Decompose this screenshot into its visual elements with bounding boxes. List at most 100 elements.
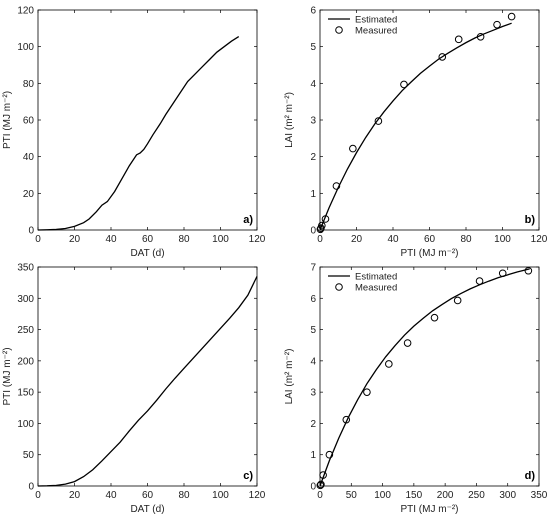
measured-point — [493, 20, 501, 29]
x-tick-label: 40 — [387, 234, 399, 245]
measured-point — [332, 182, 341, 190]
measured-point — [498, 269, 507, 278]
axes-frame — [37, 266, 258, 487]
x-tick-label: 20 — [351, 234, 363, 245]
y-tick-label: 80 — [23, 79, 35, 90]
y-axis-label: LAI (m² m⁻²) — [284, 92, 295, 148]
axes-frame — [319, 9, 540, 231]
measured-point — [325, 450, 334, 459]
y-tick-label: 0 — [28, 482, 34, 493]
chart-panel-b: 0 20 40 60 80 100 120 0 1 2 3 4 5 6 PTI (MJ m⁻²) LAI (m… — [284, 6, 548, 260]
y-tick-label: 7 — [310, 263, 316, 274]
y-tick-label: 4 — [310, 79, 316, 90]
y-tick-label: 40 — [23, 152, 35, 163]
measured-point — [453, 296, 462, 305]
x-tick-label: 100 — [374, 490, 391, 501]
estimated-line — [319, 22, 512, 231]
y-tick-label: 1 — [310, 189, 316, 200]
axes-frame — [37, 9, 258, 231]
y-tick-label: 300 — [17, 294, 34, 305]
x-tick-label: 60 — [424, 234, 436, 245]
x-tick-label: 0 — [35, 234, 41, 245]
legend-marker-swatch — [335, 26, 343, 34]
estimated-line — [319, 268, 530, 487]
y-axis-label: LAI (m² m⁻²) — [284, 349, 295, 405]
x-axis-label: DAT (d) — [130, 504, 164, 515]
y-tick-label: 5 — [310, 325, 316, 336]
series-line — [37, 276, 258, 487]
x-axis-label: PTI (MJ m⁻²) — [400, 248, 458, 259]
y-tick-label: 0 — [28, 226, 34, 237]
measured-point — [403, 339, 412, 347]
y-tick-label: 20 — [23, 189, 35, 200]
x-tick-label: 100 — [494, 234, 511, 245]
measured-point — [400, 80, 408, 89]
x-tick-label: 120 — [249, 234, 266, 245]
x-tick-label: 120 — [531, 234, 548, 245]
measured-point — [430, 313, 439, 322]
measured-point — [318, 221, 326, 230]
measured-point — [438, 53, 447, 61]
x-tick-label: 300 — [499, 490, 516, 501]
y-tick-label: 350 — [17, 263, 34, 274]
x-tick-label: 80 — [178, 490, 190, 501]
x-tick-label: 40 — [105, 490, 117, 501]
measured-point — [374, 117, 383, 125]
x-tick-label: 0 — [317, 490, 323, 501]
y-axis-label: PTI (MJ m⁻²) — [2, 347, 13, 405]
measured-point — [317, 480, 325, 489]
x-tick-label: 0 — [317, 234, 323, 245]
y-tick-label: 60 — [23, 116, 35, 127]
y-tick-label: 100 — [17, 42, 34, 53]
y-tick-label: 3 — [310, 388, 316, 399]
legend-entry-estimated: Estimated — [355, 272, 397, 283]
y-tick-label: 0 — [310, 482, 316, 493]
measured-point — [507, 12, 516, 21]
y-tick-label: 100 — [17, 419, 34, 430]
x-tick-label: 40 — [105, 234, 117, 245]
chart-panel-d: 0 50 100 150 200 250 300 350 0 1 2 3 4 5 6 7 PTI (MJ m⁻²… — [284, 263, 548, 516]
x-axis-label: DAT (d) — [130, 248, 164, 259]
measured-point — [475, 277, 484, 285]
panel-label: c) — [243, 470, 253, 482]
legend-entry-measured: Measured — [355, 283, 397, 294]
y-tick-label: 6 — [310, 294, 316, 305]
measured-point — [316, 481, 325, 490]
measured-point — [454, 35, 463, 44]
legend-marker-swatch — [335, 283, 343, 291]
y-tick-label: 5 — [310, 42, 316, 53]
axes-frame — [319, 266, 540, 487]
y-tick-label: 250 — [17, 325, 34, 336]
measured-point — [363, 388, 371, 396]
y-tick-label: 2 — [310, 152, 316, 163]
x-tick-label: 250 — [468, 490, 485, 501]
measured-point — [476, 32, 485, 41]
y-tick-label: 0 — [310, 226, 316, 237]
measured-point — [385, 360, 393, 368]
y-tick-label: 2 — [310, 419, 316, 430]
x-tick-label: 100 — [212, 234, 229, 245]
x-tick-label: 150 — [406, 490, 423, 501]
x-tick-label: 120 — [249, 490, 266, 501]
y-tick-label: 6 — [310, 6, 316, 17]
y-tick-label: 3 — [310, 116, 316, 127]
measured-point — [342, 415, 351, 424]
x-tick-label: 100 — [212, 490, 229, 501]
y-tick-label: 4 — [310, 356, 316, 367]
x-tick-label: 20 — [69, 490, 81, 501]
x-tick-label: 50 — [346, 490, 358, 501]
series-line — [37, 36, 240, 231]
x-axis-label: PTI (MJ m⁻²) — [400, 504, 458, 515]
panel-label: a) — [243, 214, 253, 226]
x-tick-label: 350 — [531, 490, 548, 501]
x-tick-label: 0 — [35, 490, 41, 501]
x-tick-label: 60 — [142, 490, 154, 501]
chart-panel-c: 0 20 40 60 80 100 120 0 50 100 150 200 250 300 350 DAT … — [2, 263, 266, 516]
legend-entry-estimated: Estimated — [355, 15, 397, 26]
y-axis-label: PTI (MJ m⁻²) — [2, 91, 13, 149]
chart-panel-a: 0 20 40 60 80 100 120 0 20 40 60 80 100 120 DAT (d) PTI… — [2, 6, 266, 260]
measured-point — [524, 266, 533, 275]
y-tick-label: 200 — [17, 356, 34, 367]
